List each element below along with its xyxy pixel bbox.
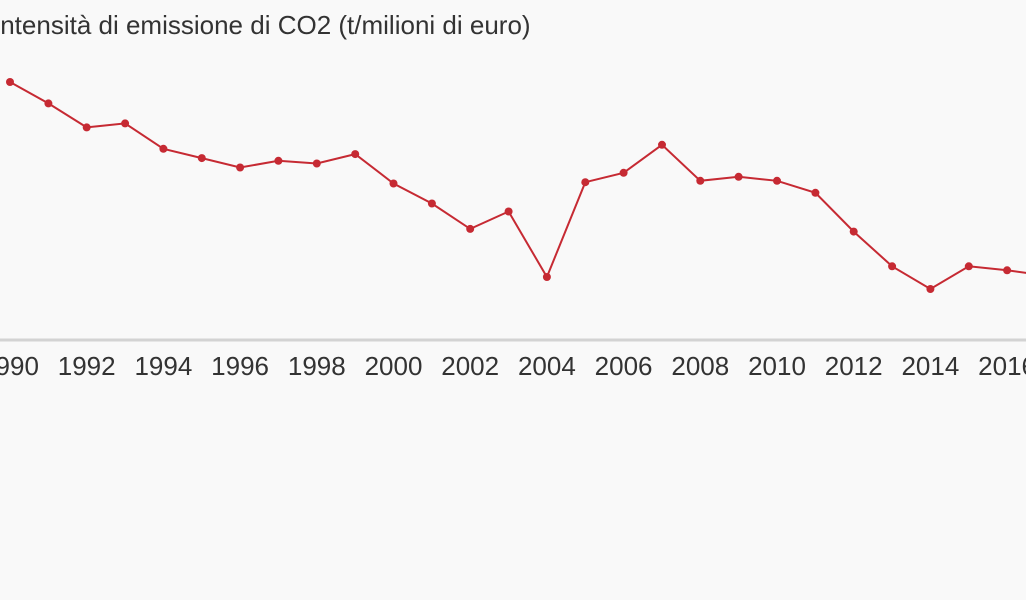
x-tick-label-1998: 1998 <box>288 351 346 381</box>
data-point-2004 <box>542 273 551 281</box>
data-point-1992 <box>82 123 91 132</box>
data-point-1996 <box>236 163 245 172</box>
data-point-2013 <box>888 262 897 271</box>
data-point-2009 <box>734 172 743 181</box>
x-tick-label-2004: 2004 <box>518 351 576 381</box>
x-tick-label-2000: 2000 <box>365 351 423 381</box>
data-point-2011 <box>811 188 820 197</box>
data-point-2001 <box>427 199 436 208</box>
data-point-2010 <box>773 176 781 185</box>
x-tick-label-2012: 2012 <box>825 351 883 381</box>
data-point-2014 <box>926 285 935 293</box>
data-point-1991 <box>44 99 53 108</box>
data-point-1994 <box>159 144 168 153</box>
data-point-1993 <box>121 119 130 128</box>
x-tick-label-2010: 2010 <box>748 351 806 381</box>
data-point-2008 <box>696 176 705 185</box>
data-point-2000 <box>389 179 398 188</box>
chart-title: Intensità di emissione di CO2 (t/milioni… <box>0 10 531 40</box>
data-point-2007 <box>658 140 666 149</box>
data-point-2002 <box>466 224 475 233</box>
x-tick-label-2014: 2014 <box>901 351 959 381</box>
data-point-2006 <box>619 168 628 177</box>
x-tick-label-2002: 2002 <box>441 351 499 381</box>
data-points <box>6 78 1012 293</box>
data-point-2012 <box>849 227 858 236</box>
x-tick-label-1992: 1992 <box>58 351 116 381</box>
x-tick-label-2006: 2006 <box>595 351 653 381</box>
data-point-1995 <box>197 154 206 163</box>
x-tick-label-2008: 2008 <box>671 351 729 381</box>
data-point-2003 <box>504 207 513 216</box>
data-point-1998 <box>312 159 321 168</box>
data-point-2015 <box>964 262 973 271</box>
data-point-1999 <box>351 150 360 159</box>
data-point-1997 <box>274 156 283 165</box>
x-tick-label-2016: 2016 <box>978 351 1026 381</box>
x-tick-label-1996: 1996 <box>211 351 269 381</box>
data-point-2005 <box>581 178 590 187</box>
x-axis-tick-labels: 1990 1992 1994 1996 1998 2000 2002 2004 2006 2008… <box>0 351 1026 381</box>
data-point-1990 <box>6 78 14 86</box>
data-point-2016 <box>1003 266 1012 275</box>
x-tick-label-1990: 1990 <box>0 351 39 381</box>
series-line <box>9 81 1026 291</box>
x-tick-label-1994: 1994 <box>134 351 192 381</box>
